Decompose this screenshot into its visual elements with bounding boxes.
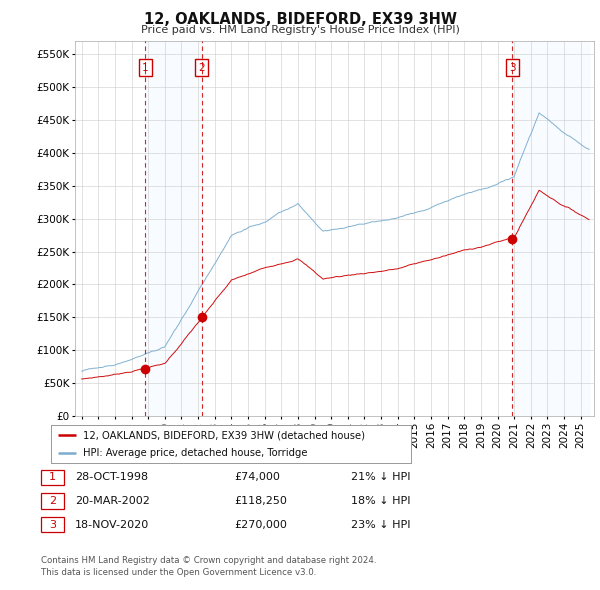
Text: 18-NOV-2020: 18-NOV-2020	[75, 520, 149, 529]
Text: 12, OAKLANDS, BIDEFORD, EX39 3HW (detached house): 12, OAKLANDS, BIDEFORD, EX39 3HW (detach…	[83, 430, 365, 440]
Text: £270,000: £270,000	[234, 520, 287, 529]
Text: Price paid vs. HM Land Registry's House Price Index (HPI): Price paid vs. HM Land Registry's House …	[140, 25, 460, 35]
Bar	[145, 41, 202, 416]
Text: 1: 1	[49, 473, 56, 482]
Text: 28-OCT-1998: 28-OCT-1998	[75, 473, 148, 482]
Text: 18% ↓ HPI: 18% ↓ HPI	[351, 496, 410, 506]
Text: 2: 2	[199, 63, 205, 73]
Text: 3: 3	[509, 63, 515, 73]
Text: 2: 2	[49, 496, 56, 506]
Bar	[512, 41, 589, 416]
Text: HPI: Average price, detached house, Torridge: HPI: Average price, detached house, Torr…	[83, 448, 308, 458]
Text: 3: 3	[49, 520, 56, 529]
Text: 21% ↓ HPI: 21% ↓ HPI	[351, 473, 410, 482]
Text: 12, OAKLANDS, BIDEFORD, EX39 3HW: 12, OAKLANDS, BIDEFORD, EX39 3HW	[143, 12, 457, 27]
Text: 1: 1	[142, 63, 149, 73]
Text: £74,000: £74,000	[234, 473, 280, 482]
Text: £118,250: £118,250	[234, 496, 287, 506]
Text: Contains HM Land Registry data © Crown copyright and database right 2024.
This d: Contains HM Land Registry data © Crown c…	[41, 556, 376, 577]
Text: 20-MAR-2002: 20-MAR-2002	[75, 496, 150, 506]
Text: 23% ↓ HPI: 23% ↓ HPI	[351, 520, 410, 529]
